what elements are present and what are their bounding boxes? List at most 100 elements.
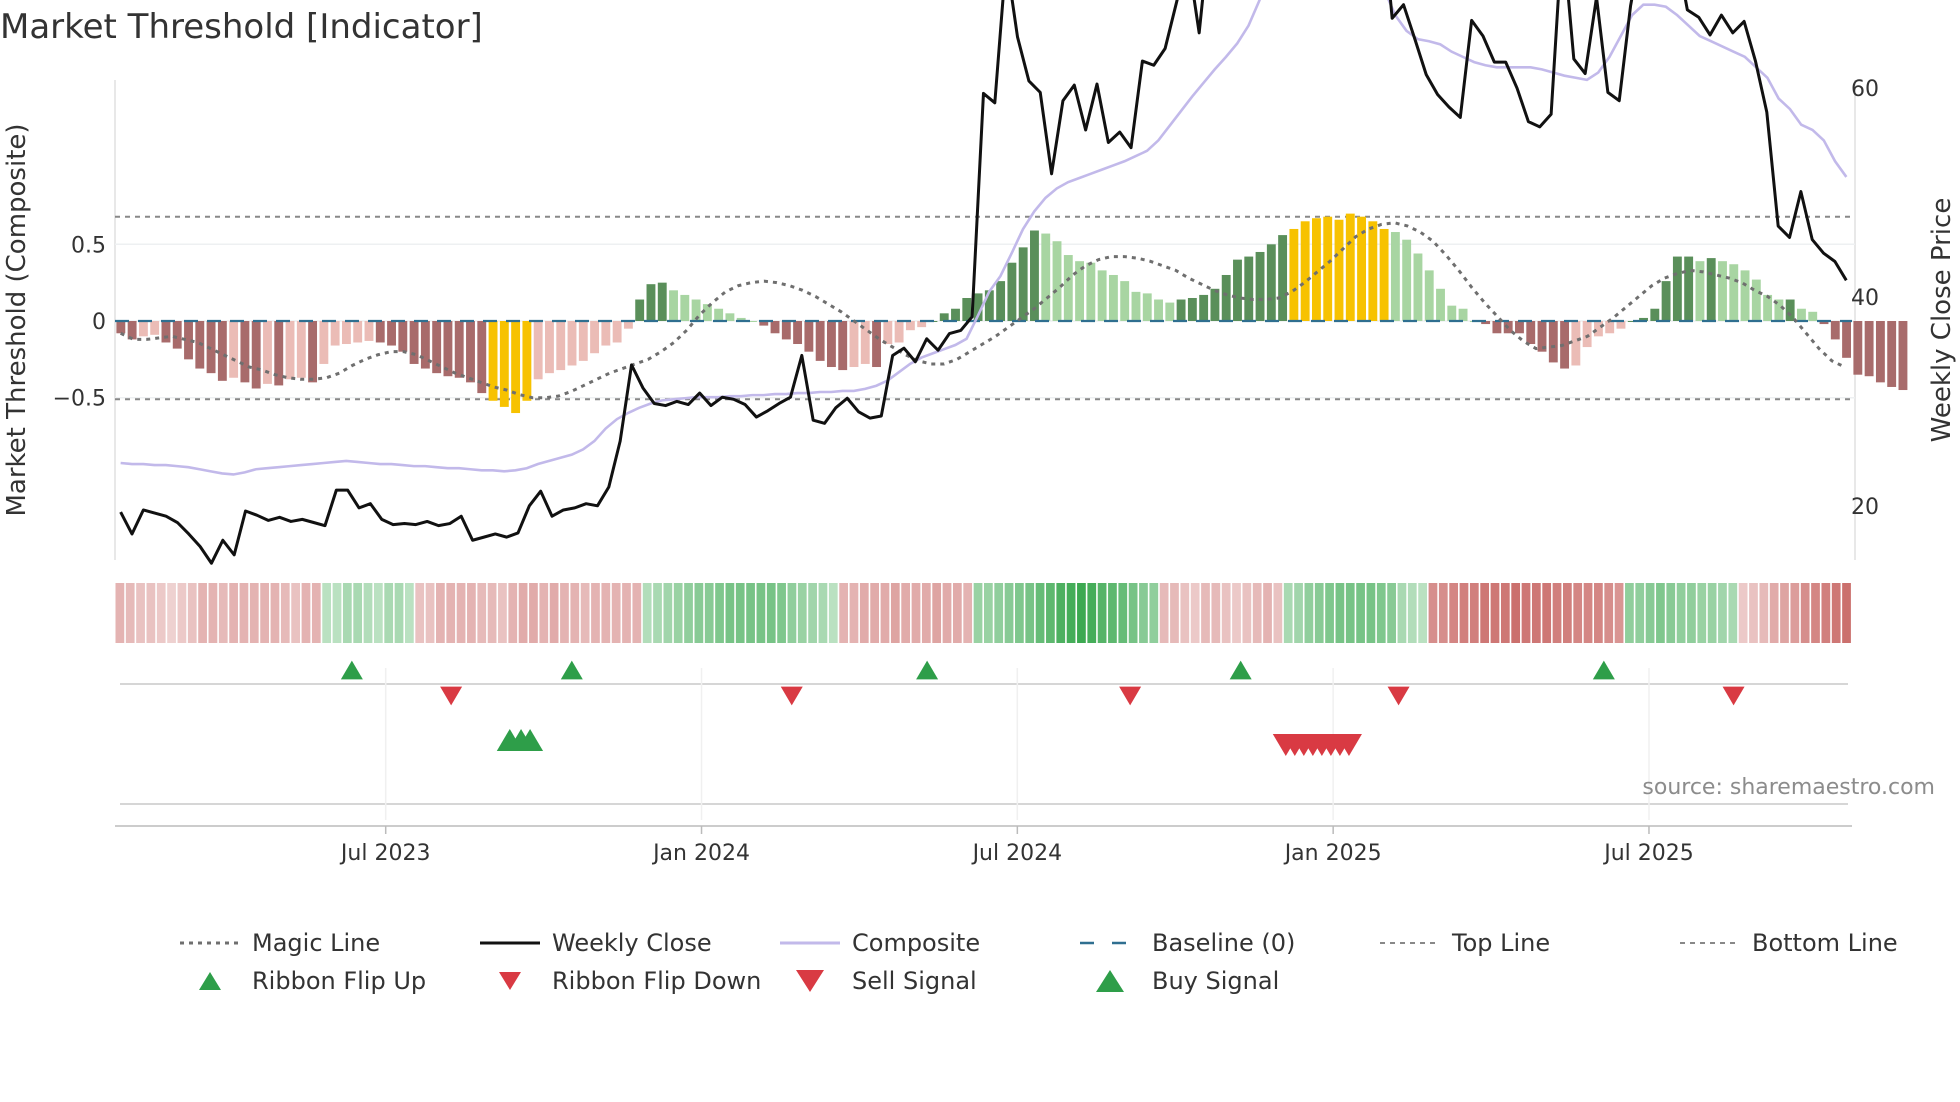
ribbon-cell xyxy=(1780,583,1789,643)
right-tick-label: 20 xyxy=(1851,495,1879,520)
composite-bar xyxy=(184,321,193,360)
composite-bar xyxy=(296,321,306,378)
ribbon-cell xyxy=(1842,583,1851,643)
legend-swatch xyxy=(1096,970,1124,992)
composite-bar xyxy=(556,321,566,371)
ribbon-cell xyxy=(890,583,900,643)
ribbon-cell xyxy=(1583,583,1593,643)
composite-bar xyxy=(894,321,904,343)
composite-bar xyxy=(1289,228,1299,321)
ribbon-cell xyxy=(425,583,435,643)
composite-bar xyxy=(443,321,453,377)
x-tick-label: Jul 2023 xyxy=(339,841,431,866)
legend-label: Top Line xyxy=(1451,929,1550,957)
composite-bar xyxy=(229,321,239,378)
ribbon-cell xyxy=(1273,583,1283,643)
composite-bar xyxy=(1266,244,1276,321)
weekly-close-line xyxy=(119,0,1848,565)
composite-bar xyxy=(522,321,532,401)
ribbon-cell xyxy=(311,583,321,643)
composite-bar xyxy=(150,321,160,335)
ribbon-cell xyxy=(291,583,301,643)
composite-bar xyxy=(657,282,667,321)
ribbon-cell xyxy=(1221,583,1231,643)
composite-bar xyxy=(815,321,825,361)
ribbon-cell xyxy=(405,583,414,643)
ribbon-flip-up-marker xyxy=(560,660,583,680)
composite-bar xyxy=(533,321,543,380)
ribbon-cell xyxy=(177,583,187,643)
composite-bar xyxy=(1639,317,1648,321)
ribbon-cell xyxy=(1490,583,1500,643)
composite-bar xyxy=(1436,288,1445,321)
ribbon-cell xyxy=(632,583,642,643)
ribbon-cell xyxy=(353,583,363,643)
composite-bar xyxy=(364,321,374,341)
ribbon-cell xyxy=(611,583,621,643)
composite-bar xyxy=(736,317,746,321)
ribbon-cell xyxy=(1821,583,1831,643)
ribbon-cell xyxy=(1790,583,1800,643)
composite-bar xyxy=(127,321,137,340)
composite-bar xyxy=(748,321,757,322)
ribbon-cell xyxy=(932,583,942,643)
ribbon-cell xyxy=(487,583,497,643)
ribbon-cell xyxy=(1697,583,1707,643)
ribbon-cell xyxy=(1232,583,1241,643)
x-axis-ticks: Jul 2023 Jan 2024 Jul 2024 Jan 2025 Jul 2025 xyxy=(339,826,1694,866)
ribbon-cell xyxy=(952,583,962,643)
ribbon-cell xyxy=(1376,583,1386,643)
chart-title: Market Threshold [Indicator] xyxy=(0,7,483,47)
composite-bar xyxy=(1842,321,1851,358)
ribbon-cell xyxy=(570,583,580,643)
ribbon-cell xyxy=(342,583,352,643)
ribbon-cell xyxy=(249,583,259,643)
composite-bar xyxy=(567,321,577,366)
composite-bar xyxy=(1108,274,1118,321)
composite-bar xyxy=(1063,255,1073,321)
ribbon-strip xyxy=(115,583,1851,643)
legend-item-topline: Top Line xyxy=(1380,929,1550,957)
composite-bar xyxy=(217,321,227,381)
ribbon-flip-down-marker xyxy=(1387,686,1410,706)
ribbon-cell xyxy=(1294,583,1303,643)
ribbon-cell xyxy=(1521,583,1531,643)
composite-bar xyxy=(1582,321,1592,348)
ribbon-cell xyxy=(1025,583,1035,643)
composite-bar xyxy=(601,321,611,346)
composite-bar xyxy=(984,290,994,321)
ribbon-flip-up-marker xyxy=(916,660,939,680)
ribbon-cell xyxy=(1314,583,1324,643)
composite-bar xyxy=(1154,299,1163,321)
ribbon-cell xyxy=(1242,583,1252,643)
ribbon-cell xyxy=(560,583,569,643)
ribbon-cell xyxy=(1263,583,1272,643)
composite-bar xyxy=(499,321,509,407)
ribbon-cell xyxy=(198,583,207,643)
composite-bar xyxy=(1898,321,1908,391)
composite-bar xyxy=(623,321,633,329)
ribbon-cell xyxy=(1759,583,1769,643)
composite-bar xyxy=(770,321,780,334)
ribbon-cell xyxy=(1707,583,1717,643)
left-tick-label: −0.5 xyxy=(53,387,106,412)
ribbon-cell xyxy=(1397,583,1407,643)
ribbon-cell xyxy=(1594,583,1603,643)
magic-line xyxy=(119,221,1846,400)
legend-swatch xyxy=(499,972,521,990)
composite-panel: 0.50−0.5 10080604020 Market Threshold (C… xyxy=(2,0,1957,565)
ribbon-cell xyxy=(1139,583,1148,643)
composite-bar xyxy=(1097,270,1107,321)
left-tick-label: 0 xyxy=(92,310,106,335)
ribbon-cell xyxy=(984,583,993,643)
composite-bar xyxy=(1864,321,1874,377)
right-axis-ticks: 10080604020 xyxy=(1851,77,1879,520)
ribbon-cell xyxy=(239,583,249,643)
ribbon-cell xyxy=(973,583,983,643)
composite-bar xyxy=(1537,321,1547,352)
ribbon-cell xyxy=(1831,583,1841,643)
ribbon-cell xyxy=(539,583,549,643)
composite-bar xyxy=(1481,321,1491,325)
ribbon-cell xyxy=(673,583,683,643)
